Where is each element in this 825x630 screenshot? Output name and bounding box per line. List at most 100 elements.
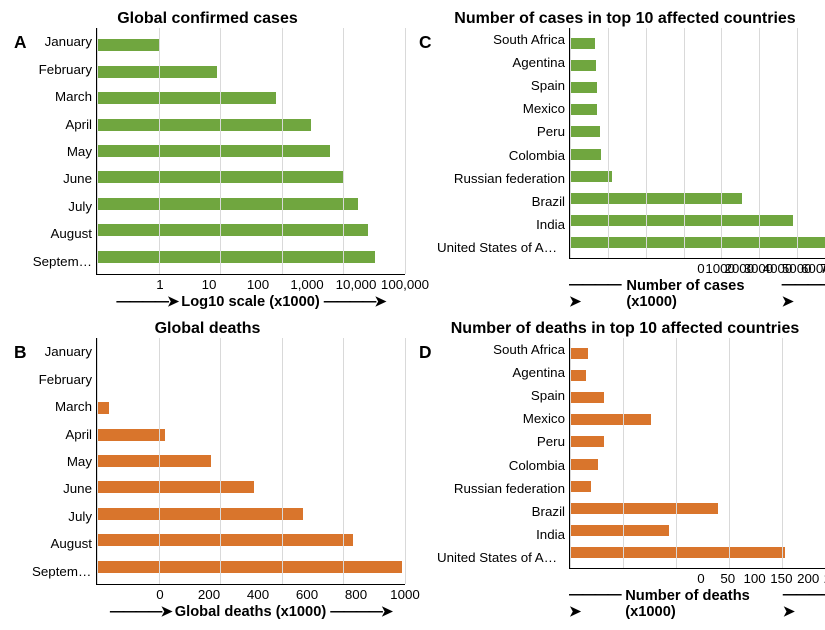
category-label: August bbox=[32, 536, 92, 551]
x-tick-label: 400 bbox=[247, 587, 269, 602]
y-axis-labels: JanuaryFebruaryMarchAprilMayJuneJulyAugu… bbox=[32, 28, 96, 275]
x-tick-label: 0 bbox=[697, 571, 704, 586]
y-axis-labels: JanuaryFebruaryMarchAprilMayJuneJulyAugu… bbox=[32, 338, 96, 585]
bar bbox=[97, 349, 98, 361]
category-label: Peru bbox=[437, 124, 565, 139]
bar bbox=[570, 38, 595, 49]
x-axis-ticks: 1101001,00010,000100,000 bbox=[74, 275, 405, 295]
bar bbox=[97, 376, 98, 388]
y-axis-labels: South AfricaAgentinaSpainMexicoPeruColom… bbox=[437, 338, 569, 569]
axis-arrow-icon: ————➤ bbox=[569, 277, 622, 310]
chart-grid: A Global confirmed cases JanuaryFebruary… bbox=[10, 10, 815, 620]
chart-body: JanuaryFebruaryMarchAprilMayJuneJulyAugu… bbox=[10, 338, 405, 585]
category-label: March bbox=[32, 399, 92, 414]
category-label: Brazil bbox=[437, 504, 565, 519]
x-tick-label: 200 bbox=[198, 587, 220, 602]
bar bbox=[570, 149, 601, 160]
plot-area bbox=[96, 28, 405, 275]
x-axis-ticks: 01000200030004000500060007000 bbox=[547, 259, 825, 279]
panel-letter: B bbox=[14, 342, 27, 363]
x-tick-label: 7000 bbox=[820, 261, 825, 276]
x-axis-label-row: ————➤ Number of deaths (x1000) ————➤ bbox=[547, 587, 825, 620]
bar bbox=[97, 92, 276, 104]
category-label: United States of America bbox=[437, 240, 565, 255]
bar bbox=[97, 455, 211, 467]
x-tick-label: 150 bbox=[770, 571, 792, 586]
bar bbox=[570, 171, 612, 182]
x-axis-label: Number of deaths (x1000) bbox=[625, 588, 779, 620]
category-label: Agentina bbox=[437, 55, 565, 70]
x-axis-label: Number of cases (x1000) bbox=[626, 278, 777, 310]
bar bbox=[97, 508, 303, 520]
category-label: Mexico bbox=[437, 101, 565, 116]
bar bbox=[97, 561, 402, 573]
category-label: May bbox=[32, 454, 92, 469]
bar bbox=[97, 145, 330, 157]
panel-letter: D bbox=[419, 342, 432, 363]
axis-arrow-icon: ————➤ bbox=[110, 603, 171, 620]
x-axis-ticks: 02004006008001000 bbox=[74, 585, 405, 605]
bar bbox=[97, 39, 159, 51]
x-axis-label-row: ————➤ Log10 scale (x1000) ————➤ bbox=[74, 293, 405, 310]
category-label: Mexico bbox=[437, 411, 565, 426]
panel-letter: C bbox=[419, 32, 432, 53]
category-label: February bbox=[32, 372, 92, 387]
category-label: April bbox=[32, 117, 92, 132]
bar bbox=[570, 525, 669, 536]
category-label: India bbox=[437, 527, 565, 542]
x-axis-label: Global deaths (x1000) bbox=[175, 604, 327, 620]
x-tick-label: 1 bbox=[156, 277, 163, 292]
axis-arrow-icon: ————➤ bbox=[569, 587, 621, 620]
category-label: August bbox=[32, 226, 92, 241]
axis-arrow-icon: ————➤ bbox=[783, 587, 825, 620]
category-label: Colombia bbox=[437, 148, 565, 163]
category-label: United States of America bbox=[437, 550, 565, 565]
bar bbox=[570, 237, 825, 248]
bar bbox=[97, 429, 165, 441]
category-label: Russian federation bbox=[437, 171, 565, 186]
bar bbox=[570, 60, 596, 71]
bar bbox=[570, 503, 718, 514]
category-label: July bbox=[32, 509, 92, 524]
category-label: April bbox=[32, 427, 92, 442]
panel-b: B Global deaths JanuaryFebruaryMarchApri… bbox=[10, 320, 405, 620]
chart-body: JanuaryFebruaryMarchAprilMayJuneJulyAugu… bbox=[10, 28, 405, 275]
panel-title: Number of cases in top 10 affected count… bbox=[415, 10, 825, 28]
category-label: Brazil bbox=[437, 194, 565, 209]
bar bbox=[97, 119, 311, 131]
bar bbox=[97, 534, 353, 546]
panel-c: C Number of cases in top 10 affected cou… bbox=[415, 10, 825, 310]
bar bbox=[97, 481, 254, 493]
bar bbox=[570, 459, 598, 470]
bar bbox=[570, 126, 600, 137]
category-label: South Africa bbox=[437, 342, 565, 357]
x-tick-label: 10 bbox=[202, 277, 217, 292]
x-axis-label-row: ————➤ Global deaths (x1000) ————➤ bbox=[74, 603, 405, 620]
category-label: February bbox=[32, 62, 92, 77]
panel-letter: A bbox=[14, 32, 27, 53]
x-tick-label: 100 bbox=[743, 571, 765, 586]
category-label: Septem… bbox=[32, 254, 92, 269]
bar bbox=[570, 392, 604, 403]
category-label: June bbox=[32, 171, 92, 186]
bar bbox=[570, 193, 742, 204]
x-tick-label: 50 bbox=[720, 571, 735, 586]
bar bbox=[97, 224, 368, 236]
category-label: July bbox=[32, 199, 92, 214]
bar bbox=[97, 251, 375, 263]
panel-d: D Number of deaths in top 10 affected co… bbox=[415, 320, 825, 620]
axis-arrow-icon: ————➤ bbox=[782, 277, 825, 310]
chart-body: South AfricaAgentinaSpainMexicoPeruColom… bbox=[415, 28, 825, 259]
chart-body: South AfricaAgentinaSpainMexicoPeruColom… bbox=[415, 338, 825, 569]
panel-title: Number of deaths in top 10 affected coun… bbox=[415, 320, 825, 338]
axis-arrow-icon: ————➤ bbox=[324, 293, 385, 310]
x-tick-label: 200 bbox=[797, 571, 819, 586]
category-label: Russian federation bbox=[437, 481, 565, 496]
bar bbox=[97, 171, 343, 183]
x-tick-label: 800 bbox=[345, 587, 367, 602]
category-label: South Africa bbox=[437, 32, 565, 47]
axis-arrow-icon: ————➤ bbox=[330, 603, 391, 620]
plot-area bbox=[569, 28, 825, 259]
bar bbox=[570, 481, 591, 492]
category-label: Peru bbox=[437, 434, 565, 449]
